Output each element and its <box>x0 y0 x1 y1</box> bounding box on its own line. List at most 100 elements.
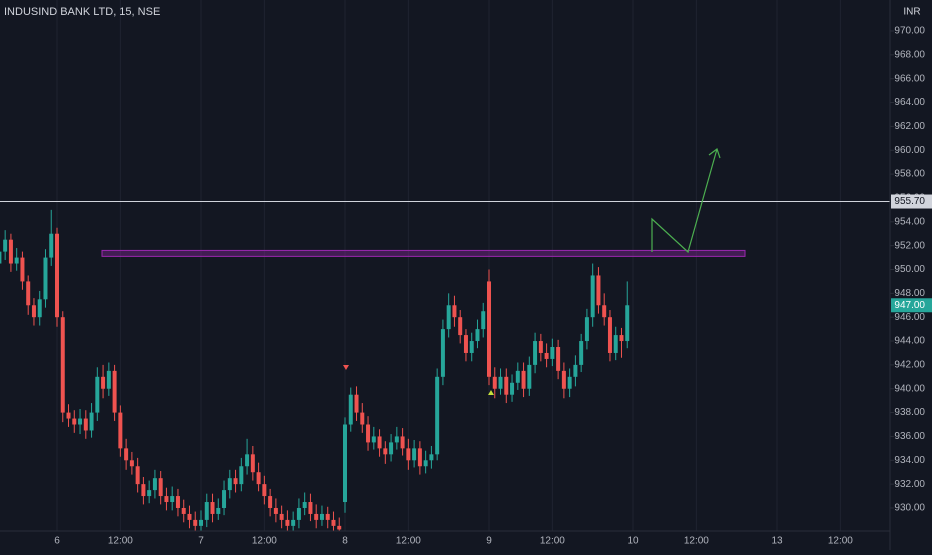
candle-body <box>515 370 520 383</box>
candle-body <box>216 507 221 514</box>
candle-body <box>308 502 313 514</box>
y-tick-label: 950.00 <box>894 264 925 275</box>
x-tick-label: 12:00 <box>108 536 133 547</box>
signal-marker <box>343 365 349 370</box>
candle-body <box>187 513 192 520</box>
candle-body <box>417 448 422 467</box>
candle-body <box>3 239 8 252</box>
y-tick-label: 930.00 <box>894 503 925 514</box>
candle-body <box>348 394 353 425</box>
y-tick-label: 954.00 <box>894 216 925 227</box>
candle-body <box>354 394 359 413</box>
candle-body <box>533 341 538 365</box>
candle-body <box>469 341 474 353</box>
candle-body <box>492 376 497 389</box>
candle-body <box>556 347 561 371</box>
candle-body <box>14 257 19 264</box>
candle-body <box>538 341 543 353</box>
candle-body <box>222 490 227 508</box>
candle-body <box>561 370 566 389</box>
candle-body <box>343 424 347 503</box>
candle-body <box>619 335 624 342</box>
candle-body <box>245 454 250 467</box>
candle-body <box>31 305 36 318</box>
candle-body <box>590 275 595 318</box>
candle-body <box>412 448 417 461</box>
x-tick-label: 7 <box>198 536 204 547</box>
candle-body <box>112 370 117 413</box>
x-tick-label: 12:00 <box>396 536 421 547</box>
resistance-zone <box>101 249 746 257</box>
candle-body <box>302 502 307 508</box>
candle-body <box>360 412 365 425</box>
candle-body <box>521 370 526 389</box>
candle-body <box>210 502 215 514</box>
candle-body <box>429 454 434 461</box>
candle-body <box>181 507 186 514</box>
candle-body <box>613 335 618 353</box>
x-tick-label: 9 <box>486 536 492 547</box>
candle-body <box>175 496 180 508</box>
y-tick-label: 944.00 <box>894 336 925 347</box>
candle-body <box>0 251 2 264</box>
candle-body <box>400 436 405 449</box>
candle-body <box>527 364 532 389</box>
candle-body <box>567 376 572 389</box>
candle-body <box>452 305 457 318</box>
y-tick-label: 960.00 <box>894 145 925 156</box>
candle-body <box>279 513 284 520</box>
candle-body <box>544 352 549 359</box>
candle-body <box>584 317 589 342</box>
candle-body <box>377 436 382 449</box>
candle-body <box>573 364 578 377</box>
candle-body <box>383 448 388 455</box>
y-tick-label: 942.00 <box>894 360 925 371</box>
candle-body <box>250 454 255 473</box>
candle-body <box>8 239 13 264</box>
candle-body <box>141 484 146 497</box>
y-tick-label: 940.00 <box>894 383 925 394</box>
y-tick-label: 948.00 <box>894 288 925 299</box>
x-tick-label: 12:00 <box>252 536 277 547</box>
candle-body <box>291 519 296 526</box>
candle-body <box>331 519 336 526</box>
hline-label: 955.70 <box>894 196 925 207</box>
candle-body <box>319 513 324 520</box>
currency: INR <box>903 7 920 18</box>
y-tick-label: 934.00 <box>894 455 925 466</box>
candle-body <box>325 513 330 520</box>
candle-body <box>458 317 463 336</box>
x-tick-label: 12:00 <box>684 536 709 547</box>
candle-body <box>337 525 342 530</box>
chart-title: INDUSIND BANK LTD, 15, NSE <box>4 6 160 18</box>
candle-body <box>26 281 31 306</box>
last-price-label: 947.00 <box>894 300 925 311</box>
candle-body <box>152 478 157 491</box>
candle-body <box>262 484 267 497</box>
x-tick-label: 10 <box>627 536 639 547</box>
candle-body <box>504 376 509 395</box>
candle-body <box>314 513 319 520</box>
y-tick-label: 970.00 <box>894 26 925 37</box>
candle-body <box>423 460 428 467</box>
candle-body <box>49 233 54 258</box>
candle-body <box>43 257 48 300</box>
hline-label-bg <box>891 194 932 209</box>
candle-body <box>55 233 59 318</box>
arrow-head <box>708 148 721 159</box>
y-tick-label: 966.00 <box>894 73 925 84</box>
candle-body <box>78 418 83 425</box>
candle-body <box>95 376 100 413</box>
candle-body <box>60 317 65 413</box>
candle-body <box>596 275 601 306</box>
candle-body <box>607 317 612 353</box>
candle-body <box>435 376 440 455</box>
candle-body <box>487 281 491 377</box>
candle-body <box>227 478 232 491</box>
candle-body <box>625 305 630 342</box>
signal-marker <box>488 390 494 395</box>
y-tick-label: 958.00 <box>894 169 925 180</box>
candle-body <box>66 412 71 419</box>
